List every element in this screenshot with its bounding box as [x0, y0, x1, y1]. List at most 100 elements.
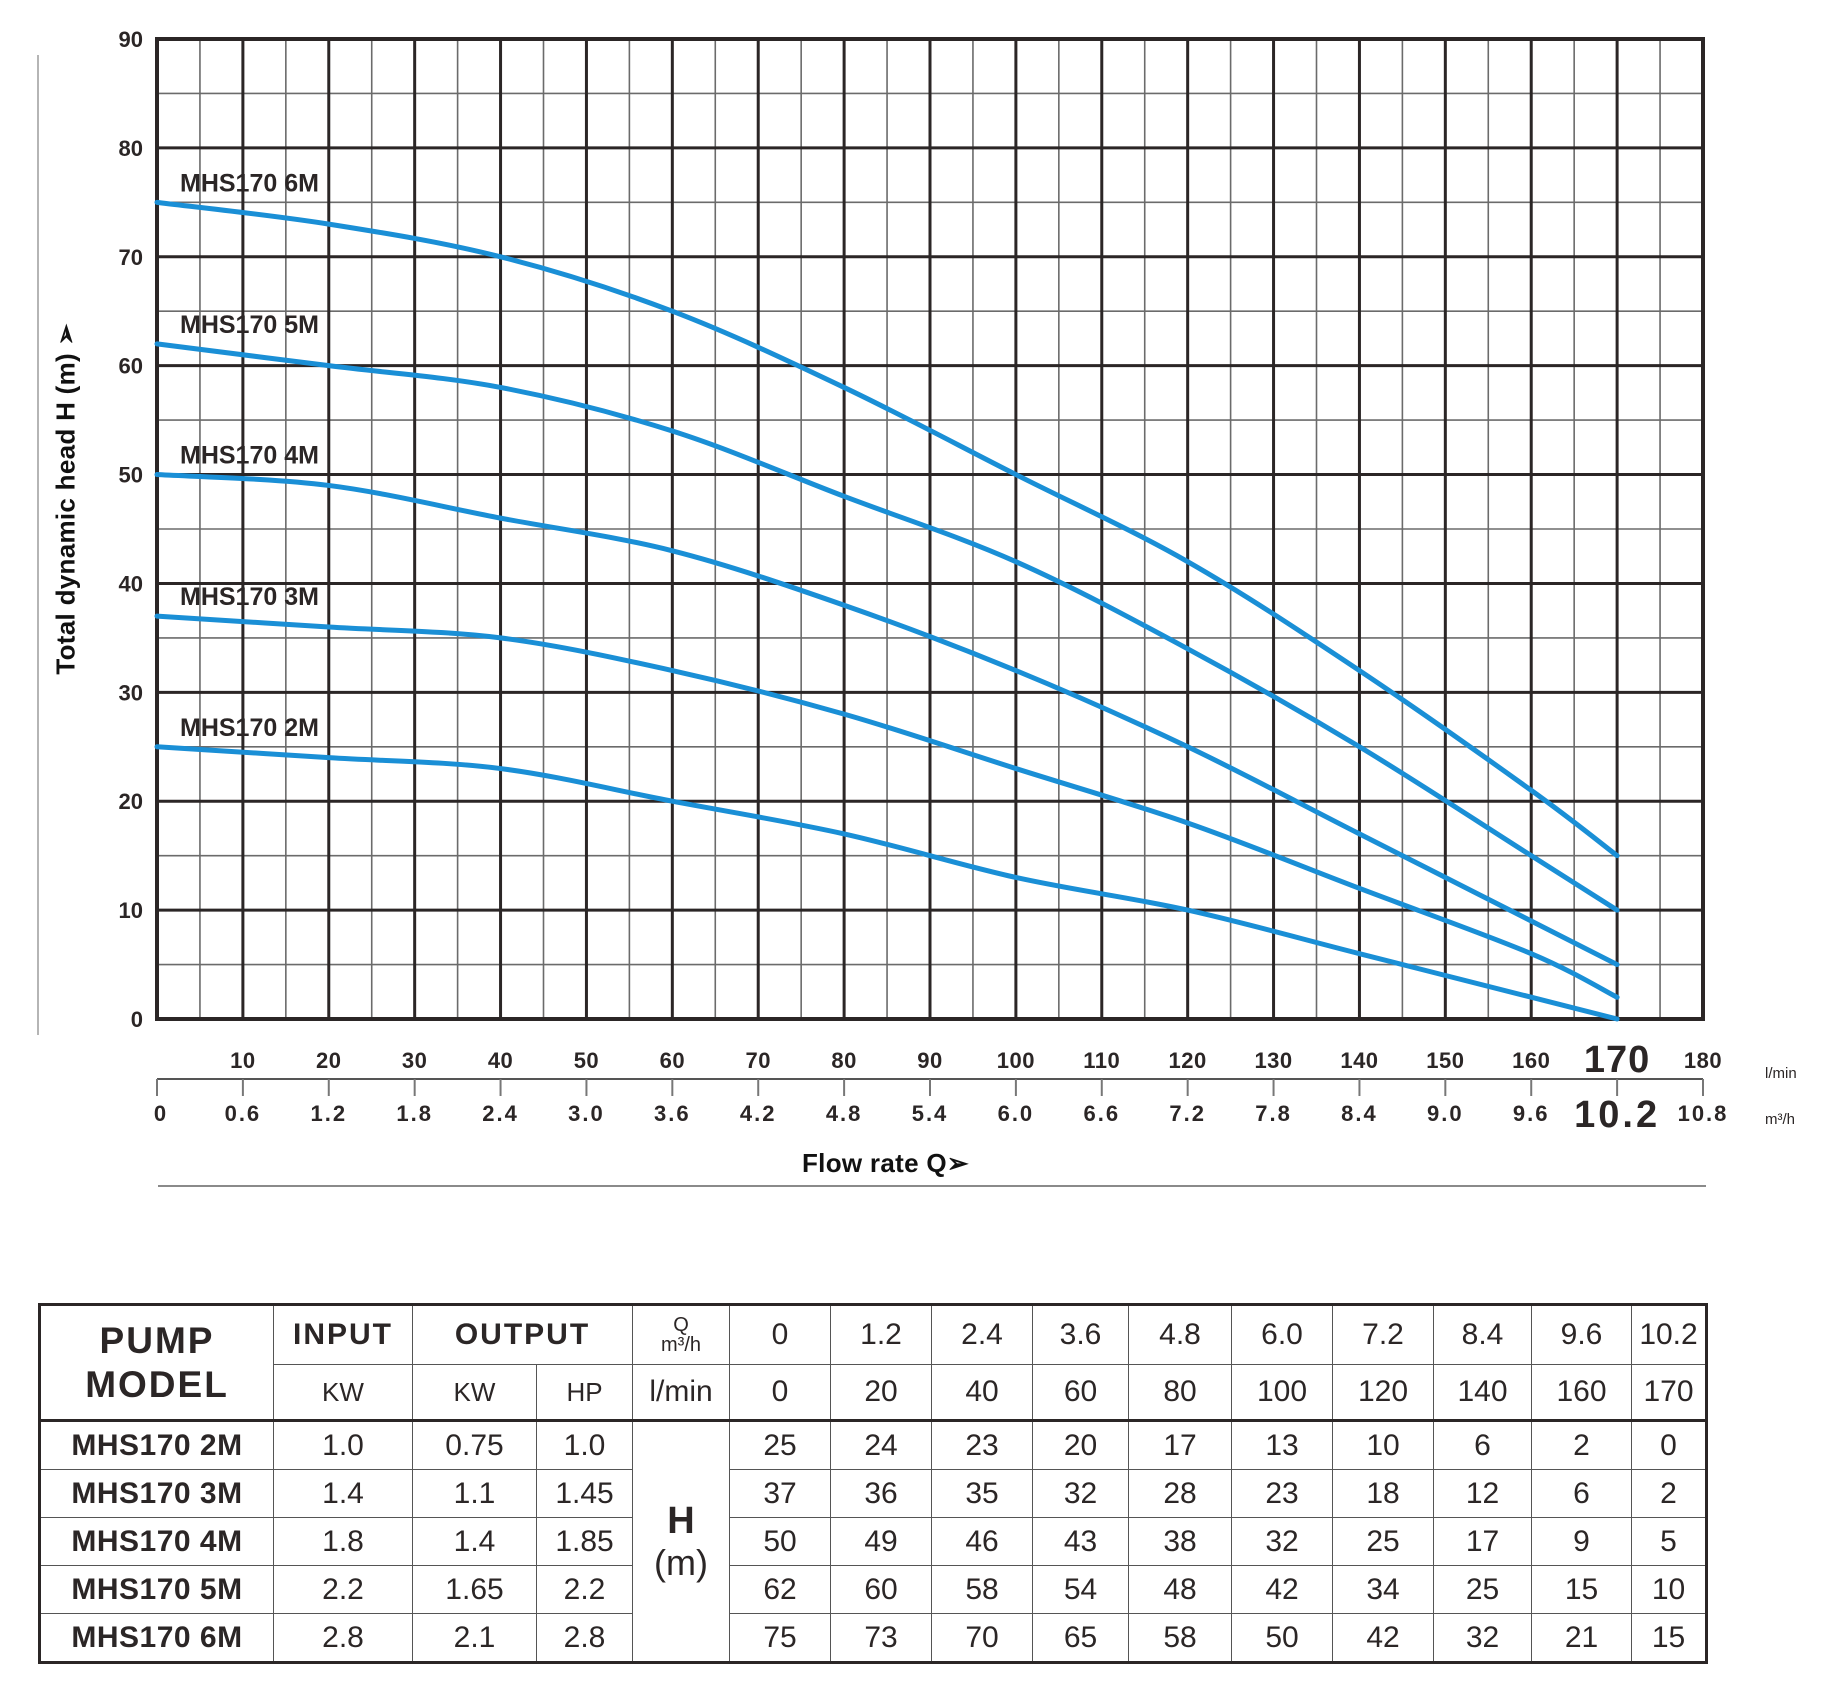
input-kw-cell: 1.0	[273, 1420, 413, 1470]
left-rule	[37, 55, 39, 1035]
head-value-cell: 13	[1231, 1420, 1334, 1470]
header-m3h-cell: 9.6	[1531, 1304, 1633, 1365]
pump-model-cell: MHS170 3M	[39, 1469, 274, 1518]
x-tick-label-lmin: 140	[1340, 1048, 1378, 1073]
header-output: OUTPUT	[411, 1304, 634, 1365]
table-row: MHS170 4M 1.8 1.4 1.85 50 49 46 43 38 32 25 17 9 5	[39, 1517, 1708, 1566]
header-row-lmin: KW KW HP l/min 0 20 40 60 80 100 120 140…	[40, 1364, 1708, 1422]
pump-model-cell: MHS170 5M	[39, 1565, 274, 1614]
pump-curves: MHS170 2M MHS170 3M MHS170 4M MHS170 5M MHS1…	[154, 169, 1620, 1022]
output-hp-cell: 1.0	[535, 1420, 634, 1470]
head-value-cell: 58	[931, 1565, 1034, 1614]
header-lmin-cell: 160	[1531, 1364, 1633, 1422]
x-tick-label-lmin: 170	[1584, 1039, 1650, 1081]
input-kw-cell: 1.4	[273, 1469, 413, 1518]
x-tick-label-lmin: 50	[574, 1048, 599, 1073]
x-tick-label-m3h: 2.4	[482, 1101, 519, 1126]
output-kw-cell: 2.1	[412, 1613, 537, 1663]
header-m3h-cell: 8.4	[1433, 1304, 1533, 1365]
head-value-cell: 20	[1032, 1420, 1130, 1470]
pump-model-cell: MHS170 4M	[39, 1517, 274, 1566]
pump-curve	[154, 199, 1620, 859]
output-hp-cell: 2.2	[535, 1565, 634, 1614]
head-value-cell: 10	[1332, 1420, 1435, 1470]
x-tick-label-m3h: 10.8	[1678, 1101, 1729, 1126]
curve-label: MHS170 3M	[180, 583, 319, 611]
table-row: MHS170 5M 2.2 1.65 2.2 62 60 58 54 48 42 34 25 15 10	[39, 1565, 1708, 1614]
head-value-cell: 10	[1631, 1565, 1708, 1614]
header-lmin-cell: 170	[1631, 1364, 1708, 1422]
header-m3h-cell: 10.2	[1631, 1304, 1708, 1365]
pump-curve	[154, 341, 1620, 913]
head-value-cell: 46	[931, 1517, 1034, 1566]
pump-curve	[154, 744, 1620, 1022]
head-value-cell: 15	[1631, 1613, 1708, 1663]
y-tick-label: 10	[119, 898, 143, 923]
output-kw-cell: 1.4	[412, 1517, 537, 1566]
head-value-cell: 32	[1433, 1613, 1533, 1663]
y-tick-label: 60	[119, 354, 143, 379]
y-tick-label: 90	[119, 27, 143, 52]
x-tick-label-m3h: 0.6	[225, 1101, 262, 1126]
header-m3h-cell: 1.2	[830, 1304, 933, 1365]
y-tick-label: 50	[119, 463, 143, 488]
head-value-cell: 37	[729, 1469, 832, 1518]
header-m3h-cell: 4.8	[1128, 1304, 1233, 1365]
input-kw-cell: 2.8	[273, 1613, 413, 1663]
x-tick-label-lmin: 20	[316, 1048, 341, 1073]
x-tick-label-lmin: 120	[1169, 1048, 1207, 1073]
output-kw-cell: 1.1	[412, 1469, 537, 1518]
head-value-cell: 25	[729, 1420, 832, 1470]
head-value-cell: 21	[1531, 1613, 1633, 1663]
bottom-rule	[158, 1185, 1706, 1187]
head-value-cell: 25	[1433, 1565, 1533, 1614]
y-tick-label: 0	[131, 1007, 143, 1032]
x-tick-label-lmin: 40	[488, 1048, 513, 1073]
header-m3h-cell: 6.0	[1231, 1304, 1334, 1365]
x-tick-label-m3h: 0	[154, 1101, 168, 1126]
head-value-cell: 65	[1032, 1613, 1130, 1663]
head-value-cell: 23	[1231, 1469, 1334, 1518]
header-input: INPUT	[273, 1304, 413, 1365]
y-tick-label: 30	[119, 680, 143, 705]
curve-label: MHS170 6M	[180, 169, 319, 197]
header-lmin-cell: 60	[1032, 1364, 1130, 1422]
head-value-cell: 6	[1531, 1469, 1633, 1518]
head-value-cell: 42	[1332, 1613, 1435, 1663]
performance-table: PUMP MODEL INPUT OUTPUT Q m³/h 0 1.2 2.4…	[38, 1303, 1709, 1664]
x-tick-label-m3h: 3.0	[568, 1101, 605, 1126]
pump-model-cell: MHS170 6M	[39, 1613, 274, 1663]
y-tick-label: 70	[119, 245, 143, 270]
output-hp-cell: 1.45	[535, 1469, 634, 1518]
x-tick-label-lmin: 10	[230, 1048, 255, 1073]
header-q-m3h: Q m³/h	[632, 1304, 731, 1365]
header-lmin-cell: 140	[1433, 1364, 1533, 1422]
x-tick-label-lmin: 30	[402, 1048, 427, 1073]
header-row-m3h: PUMP MODEL INPUT OUTPUT Q m³/h 0 1.2 2.4…	[39, 1304, 1708, 1422]
header-lmin-cell: 0	[729, 1364, 832, 1422]
head-value-cell: 43	[1032, 1517, 1130, 1566]
head-value-cell: 70	[931, 1613, 1034, 1663]
head-value-cell: 6	[1433, 1420, 1533, 1470]
y-tick-label: 40	[119, 571, 143, 596]
head-value-cell: 62	[729, 1565, 832, 1614]
table-row: MHS170 3M 1.4 1.1 1.45 37 36 35 32 28 23 18 12 6 2	[39, 1469, 1708, 1518]
head-value-cell: 32	[1231, 1517, 1334, 1566]
head-value-cell: 24	[830, 1420, 933, 1470]
head-value-cell: 38	[1128, 1517, 1233, 1566]
head-value-cell: 25	[1332, 1517, 1435, 1566]
header-m3h-cell: 0	[729, 1304, 832, 1365]
head-unit-cell: H (m)	[632, 1420, 731, 1663]
x-tick-label-lmin: 150	[1426, 1048, 1464, 1073]
y-axis-label: Total dynamic head H (m) ➢	[50, 323, 81, 675]
header-m3h-cell: 7.2	[1332, 1304, 1435, 1365]
curve-label: MHS170 4M	[180, 442, 319, 470]
head-value-cell: 54	[1032, 1565, 1130, 1614]
x-tick-label-m3h: 10.2	[1574, 1094, 1660, 1136]
output-hp-cell: 2.8	[535, 1613, 634, 1663]
header-lmin-cell: 40	[931, 1364, 1034, 1422]
x-axis-label: Flow rate Q➢	[802, 1148, 969, 1178]
header-m3h-cell: 2.4	[931, 1304, 1034, 1365]
x-tick-label-m3h: 9.6	[1513, 1101, 1550, 1126]
plot-grid	[155, 37, 1705, 1021]
